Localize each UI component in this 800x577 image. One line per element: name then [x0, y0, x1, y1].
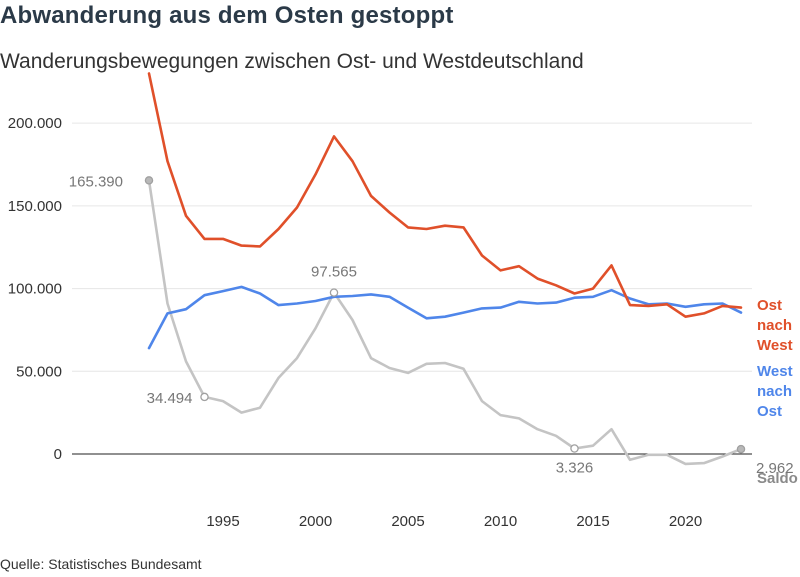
series-label-ost_nach_west: Ost [757, 297, 782, 314]
annotation-label: 34.494 [147, 390, 193, 407]
x-tick-label: 2005 [391, 513, 424, 530]
y-tick-label: 50.000 [16, 363, 62, 380]
series-line-west_nach_ost [147, 285, 743, 350]
y-tick-label: 200.000 [8, 115, 62, 132]
annotation-marker [329, 288, 339, 297]
series-label-west_nach_ost: nach [757, 383, 792, 400]
series-label-saldo: Saldo [757, 470, 798, 487]
annotation-marker [200, 392, 209, 402]
annotation-marker [144, 176, 154, 185]
y-tick-label: 0 [54, 446, 62, 463]
x-tick-label: 2020 [669, 513, 702, 530]
series-label-ost_nach_west: West [757, 337, 793, 354]
series-label-west_nach_ost: Ost [757, 403, 782, 420]
series-label-ost_nach_west: nach [757, 317, 792, 334]
series-label-west_nach_ost: West [757, 363, 793, 380]
annotation-label: 3.326 [556, 459, 594, 476]
annotation-label: 165.390 [69, 173, 123, 190]
annotation-label: 97.565 [311, 264, 357, 281]
annotation-marker [570, 444, 579, 453]
y-tick-label: 100.000 [8, 281, 62, 298]
chart-title: Abwanderung aus dem Osten gestoppt [0, 2, 454, 29]
series-line-ost_nach_west [147, 72, 743, 319]
x-tick-label: 2000 [299, 513, 332, 530]
series-line-saldo [147, 179, 743, 466]
annotation-marker [736, 444, 746, 454]
y-tick-label: 150.000 [8, 198, 62, 215]
x-tick-label: 2015 [576, 513, 609, 530]
x-tick-label: 1995 [206, 513, 239, 530]
source-note: Quelle: Statistisches Bundesamt [0, 556, 202, 572]
annotation-label: 2.962 [756, 460, 794, 477]
x-tick-label: 2010 [484, 513, 517, 530]
chart-subtitle: Wanderungsbewegungen zwischen Ost- und W… [0, 50, 584, 73]
